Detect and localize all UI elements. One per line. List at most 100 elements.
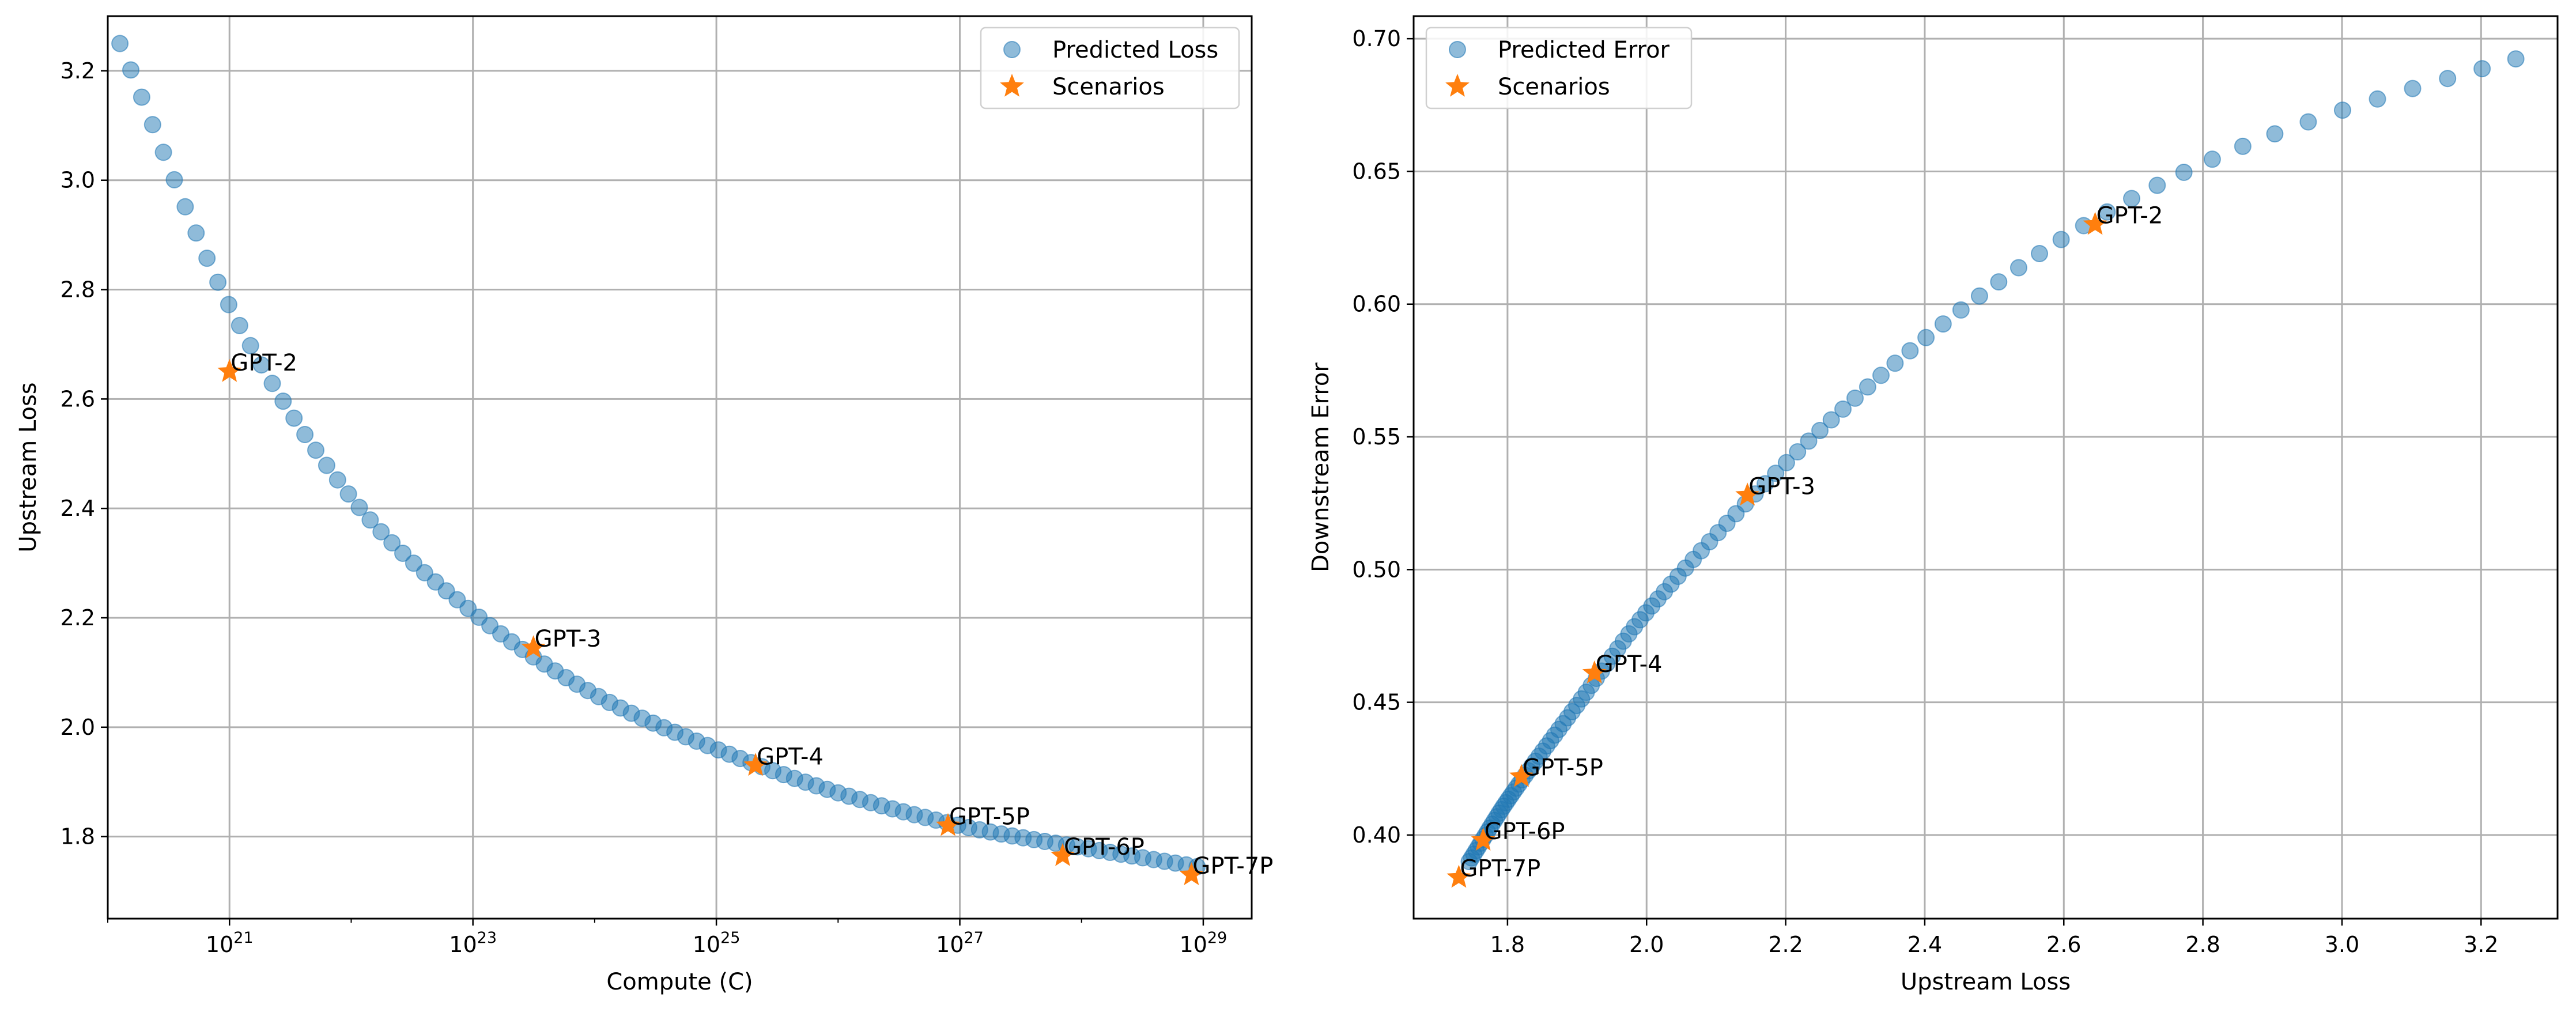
predicted-point [405, 554, 422, 572]
predicted-point [1777, 454, 1795, 471]
scenario-star [1509, 764, 1533, 787]
predicted-point [2507, 50, 2525, 68]
predicted-point [339, 485, 357, 503]
predicted-series [1460, 50, 2525, 870]
predicted-point [176, 198, 194, 216]
y-tick-label: 2.0 [61, 715, 95, 740]
y-tick-label: 2.4 [61, 496, 95, 521]
legend-scenarios-marker [1445, 74, 1470, 97]
y-tick-label: 0.40 [1352, 822, 1401, 848]
y-tick-label: 2.8 [61, 277, 95, 303]
predicted-point [1822, 411, 1840, 429]
predicted-point [2333, 101, 2351, 119]
predicted-point [1789, 443, 1807, 460]
x-tick-label: 1025 [693, 929, 741, 957]
x-tick-label: 1023 [449, 929, 497, 957]
predicted-point [187, 224, 205, 242]
x-axis-label: Compute (C) [606, 969, 753, 995]
predicted-point [2203, 150, 2221, 168]
x-tick-label: 2.2 [1768, 932, 1803, 957]
predicted-point [2369, 90, 2386, 108]
error-vs-loss-panel: 0.40 0.45 0.50 0.55 0.60 0.65 0.70 1.8 2.0 2.2 2.4… [1308, 15, 2559, 995]
y-tick-label: 0.65 [1352, 158, 1401, 184]
y-tick-label: 0.50 [1352, 557, 1401, 582]
predicted-point [122, 61, 139, 79]
scenario-star [1471, 828, 1495, 851]
predicted-point [209, 273, 227, 291]
predicted-point [1460, 853, 1478, 870]
legend-predicted-label: Predicted Error [1498, 37, 1670, 63]
predicted-point [2031, 245, 2048, 262]
predicted-point [1886, 354, 1904, 372]
x-tick-label: 2.8 [2185, 932, 2220, 957]
scenario-star [217, 358, 242, 382]
predicted-point [2473, 60, 2491, 78]
predicted-point [296, 426, 314, 443]
legend: Predicted Error Scenarios [1425, 27, 1693, 109]
predicted-point [198, 250, 216, 267]
y-tick-label: 3.0 [61, 168, 95, 193]
predicted-point [1859, 378, 1876, 396]
scenario-star [743, 753, 768, 776]
predicted-point [328, 471, 346, 489]
legend: Predicted Loss Scenarios [980, 27, 1240, 109]
y-tick-label: 2.2 [61, 605, 95, 630]
predicted-point [2098, 203, 2116, 221]
x-tick-label: 1027 [936, 929, 984, 957]
x-tick-label: 2.6 [2046, 932, 2081, 957]
scenario-star [1735, 482, 1760, 506]
legend-scenarios-marker [1000, 74, 1024, 97]
scenario-label: GPT-4 [1596, 651, 1663, 678]
x-tick-label: 3.2 [2464, 932, 2498, 957]
scenario-star [1179, 862, 1204, 885]
scenario-series: GPT-2 GPT-3 GPT-4 GPT-5P GPT-6P GPT-7P [1446, 203, 2163, 888]
scenario-series: GPT-2 GPT-3 GPT-4 GPT-5P GPT-6P GPT-7P [217, 350, 1273, 885]
predicted-point [1834, 400, 1852, 418]
scenario-star [521, 635, 546, 658]
predicted-point [1800, 432, 1818, 450]
scenario-label: GPT-3 [535, 626, 602, 652]
predicted-point [2052, 231, 2070, 248]
predicted-point [274, 392, 292, 410]
y-tick-label: 3.2 [61, 58, 95, 84]
scenario-star [1582, 660, 1607, 684]
predicted-point [133, 88, 150, 106]
legend-predicted-marker [1003, 41, 1021, 58]
predicted-point [220, 296, 237, 314]
scenario-star [1446, 864, 1471, 888]
predicted-point [165, 171, 183, 188]
scenario-label: GPT-2 [2097, 203, 2163, 229]
predicted-point [252, 356, 270, 374]
predicted-point [361, 511, 379, 529]
predicted-point [2266, 125, 2284, 143]
predicted-point [1970, 287, 1988, 305]
predicted-point [1872, 367, 1890, 384]
predicted-point [2439, 70, 2457, 88]
predicted-point [307, 441, 324, 459]
predicted-point [1767, 465, 1785, 482]
x-axis-label: Upstream Loss [1901, 969, 2071, 995]
predicted-point [2234, 137, 2252, 155]
y-tick-label: 0.55 [1352, 424, 1401, 450]
loss-vs-compute-panel: 1.8 2.0 2.2 2.4 2.6 2.8 3.0 3.2 1021 1023 1025 1027… [15, 15, 1273, 995]
scenario-label: GPT-5P [1523, 755, 1603, 781]
predicted-point [318, 456, 335, 474]
scenario-label: GPT-6P [1485, 818, 1565, 845]
predicted-point [1934, 315, 1952, 333]
scenario-star [1051, 843, 1075, 866]
predicted-point [372, 523, 390, 541]
scenario-star [2083, 212, 2107, 235]
legend-predicted-label: Predicted Loss [1052, 37, 1218, 63]
y-tick-label: 2.6 [61, 386, 95, 411]
predicted-point [285, 409, 303, 427]
x-tick-label: 1029 [1180, 929, 1227, 957]
predicted-point [154, 144, 172, 161]
y-axis-label: Downstream Error [1308, 362, 1334, 572]
legend-predicted-marker [1449, 41, 1466, 58]
predicted-point [383, 534, 401, 552]
x-tick-label: 2.4 [1908, 932, 1942, 957]
legend-box [980, 27, 1240, 109]
predicted-point [1811, 422, 1829, 439]
predicted-point [241, 337, 259, 354]
